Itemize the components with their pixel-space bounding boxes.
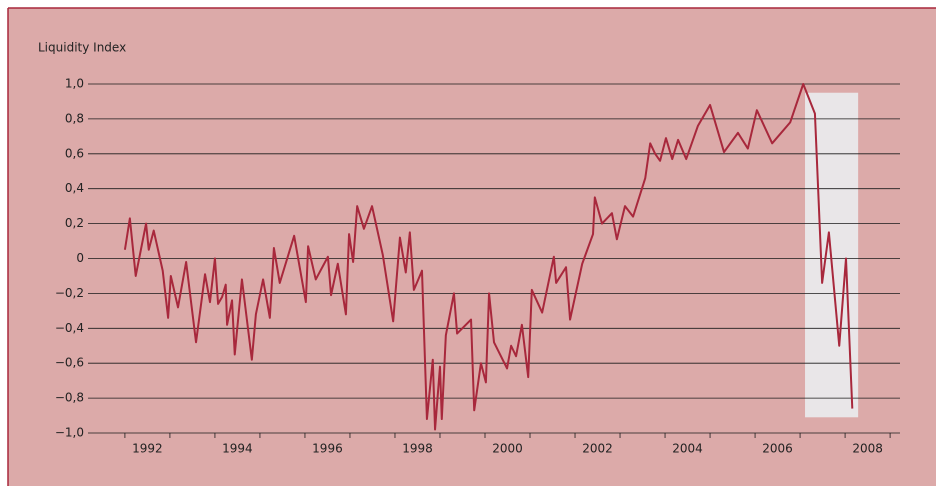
y-tick-label: −0,8 [55,391,84,405]
y-tick-label: 0,6 [65,146,84,160]
x-tick-label: 1996 [312,442,343,456]
y-tick-label: −0,4 [55,321,84,335]
y-tick-label: 0,4 [65,181,84,195]
x-tick-label: 2004 [672,442,703,456]
y-tick-label: 0,8 [65,111,84,125]
y-axis-label: Liquidity Index [38,41,126,55]
x-tick-label: 2006 [762,442,793,456]
x-tick-label: 1992 [132,442,163,456]
y-tick-label: −0,6 [55,356,84,370]
x-tick-label: 2008 [852,442,883,456]
chart-background [8,8,936,486]
y-tick-label: −1,0 [55,426,84,440]
y-tick-label: −0,2 [55,286,84,300]
y-tick-label: 0,2 [65,216,84,230]
x-tick-label: 1994 [222,442,253,456]
x-tick-label: 2000 [492,442,523,456]
x-tick-label: 1998 [402,442,433,456]
x-tick-label: 2002 [582,442,613,456]
y-tick-label: 1,0 [65,77,84,91]
data-line [123,83,854,431]
y-tick-label: 0 [76,251,84,265]
